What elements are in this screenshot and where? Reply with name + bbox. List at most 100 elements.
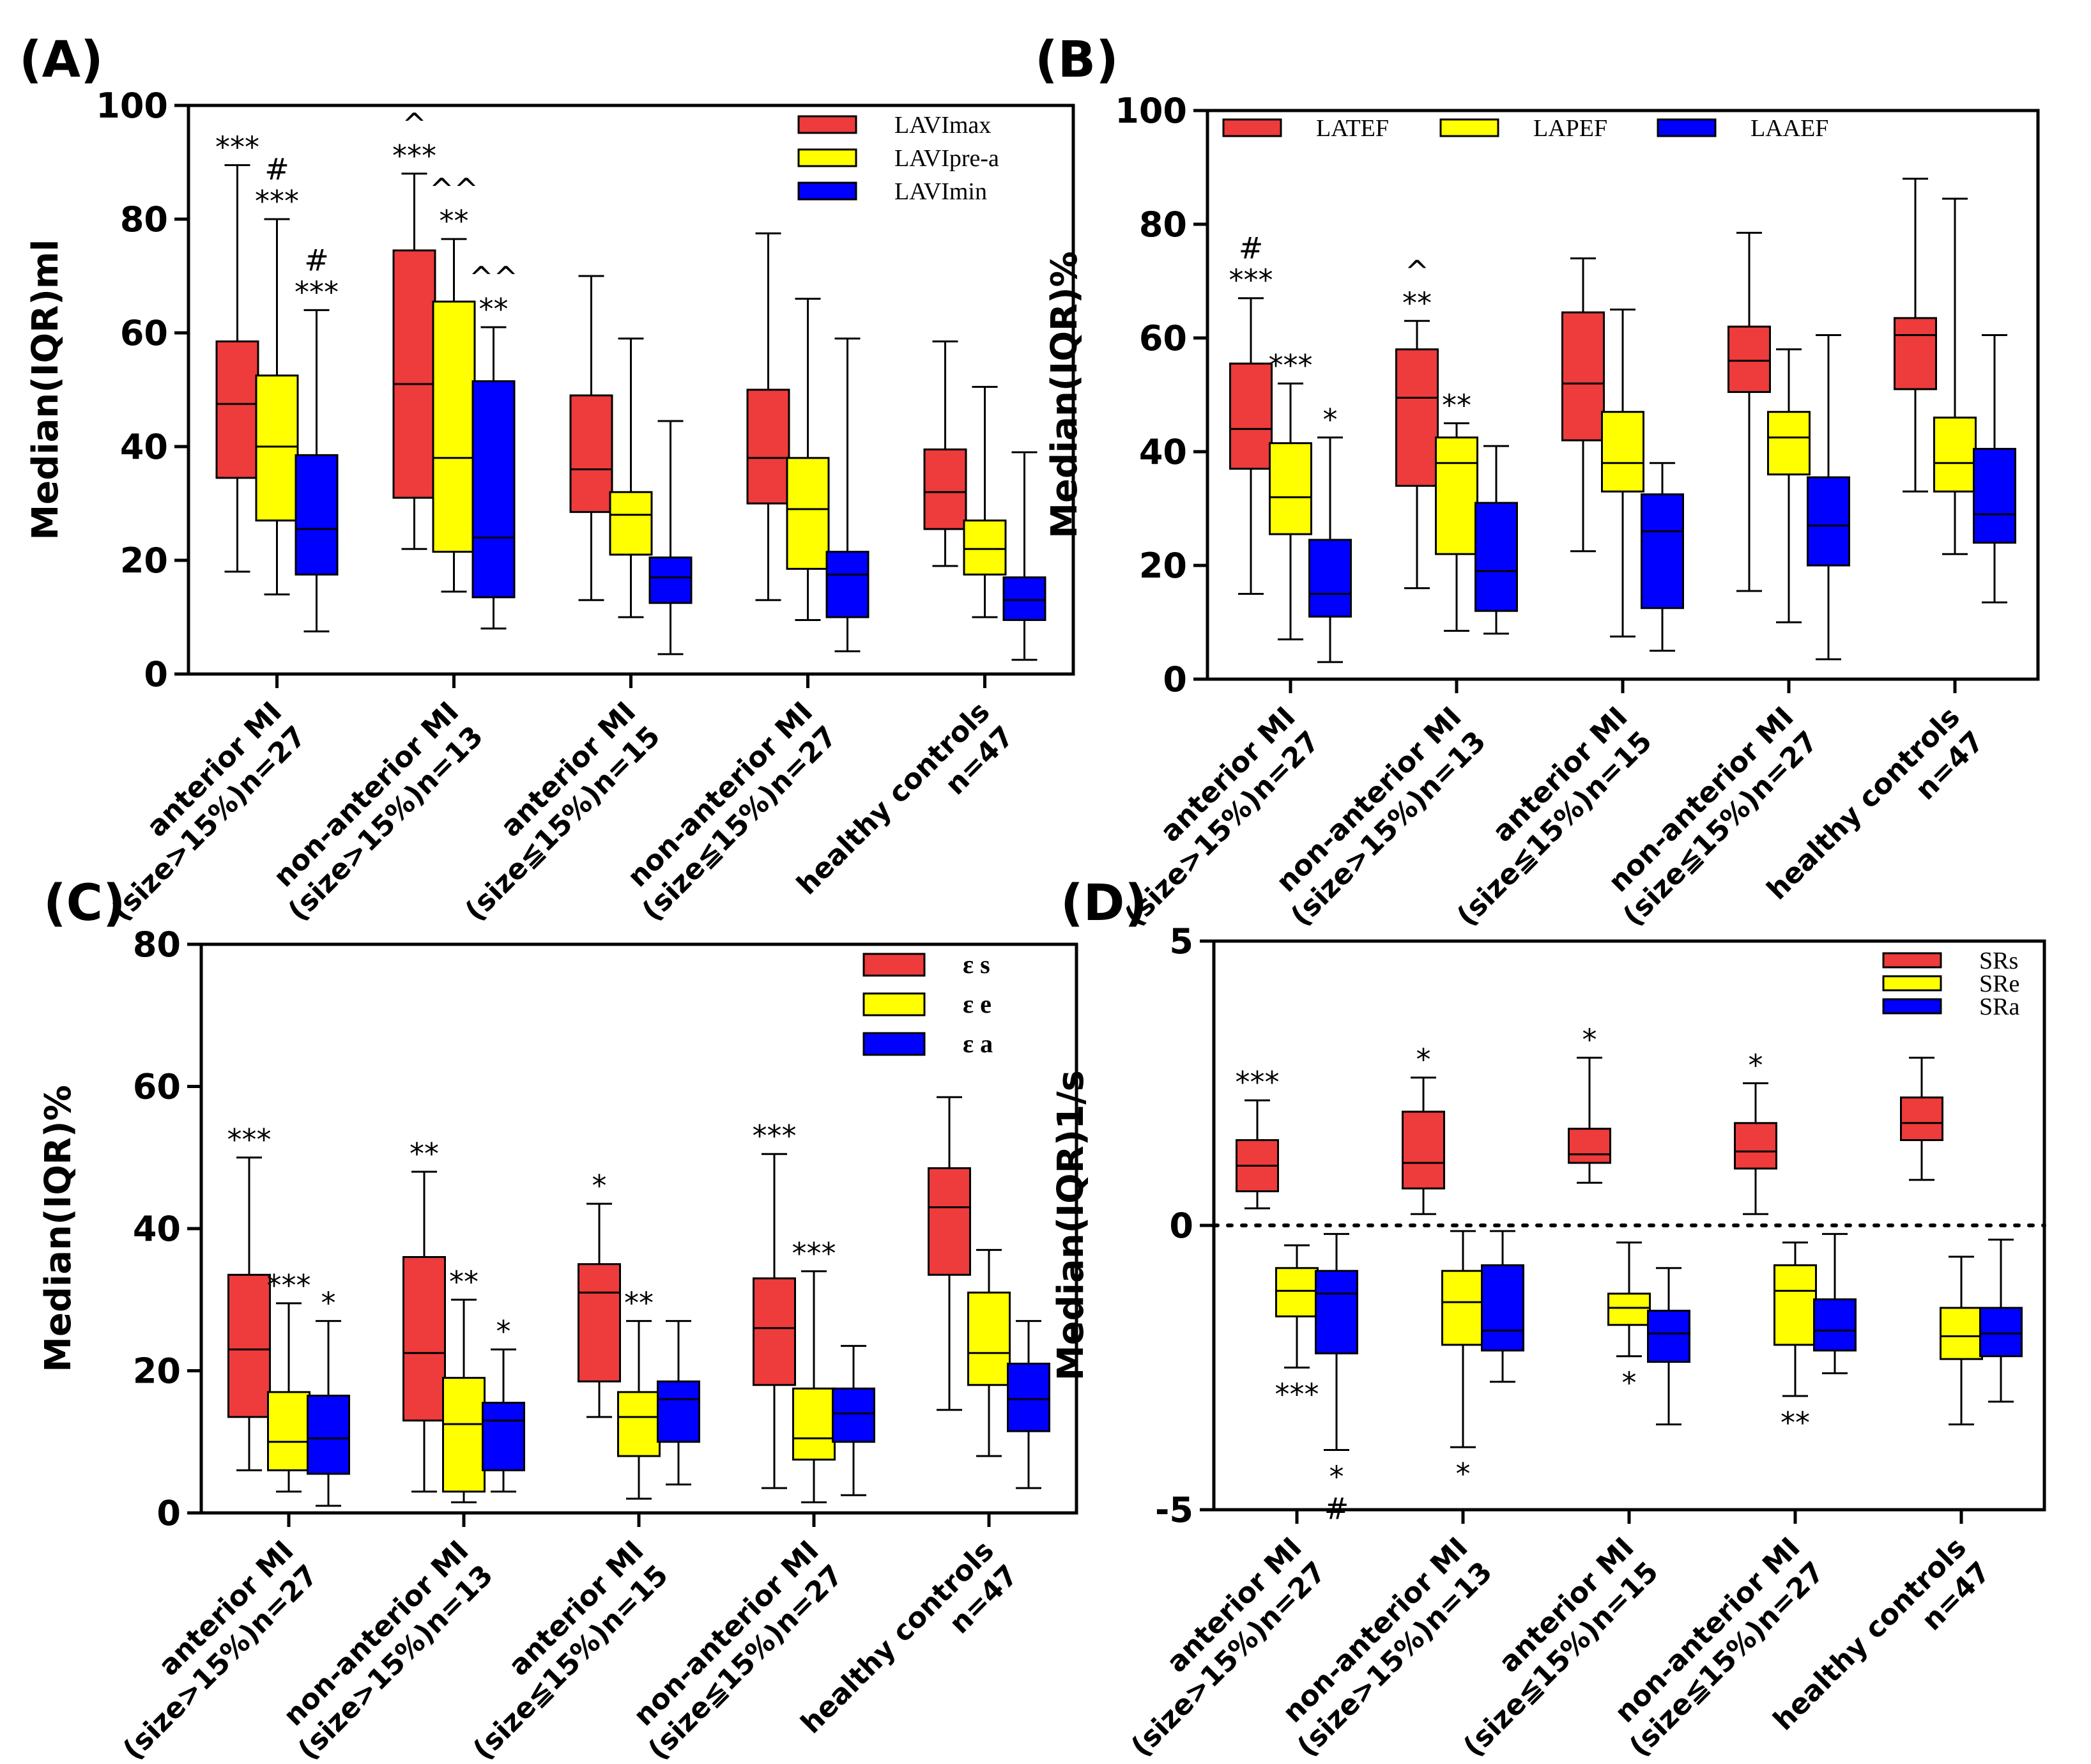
box-LAVImax — [923, 340, 967, 567]
y-tick-label: 40 — [1139, 432, 1187, 472]
significance-marker: ^^ — [469, 260, 518, 295]
box-SRa — [1647, 1267, 1690, 1425]
iqr-box — [471, 380, 516, 599]
significance-marker: ** — [624, 1286, 654, 1321]
iqr-box — [1561, 311, 1605, 441]
significance-marker: *** — [753, 1119, 797, 1153]
box-LATEF — [1395, 319, 1439, 590]
box-LAVImax — [569, 275, 613, 601]
iqr-box — [1727, 325, 1771, 394]
significance-marker: * — [1323, 403, 1338, 437]
y-tick-label: 20 — [133, 1351, 181, 1392]
legend-label: LAAEF — [1750, 115, 1828, 142]
significance-marker: ** — [1781, 1406, 1810, 1440]
box-ε a — [657, 1320, 700, 1485]
iqr-box — [1979, 1307, 2023, 1358]
iqr-box — [963, 519, 1007, 576]
legend-label: ε a — [963, 1029, 993, 1058]
box-LAAEF — [1641, 462, 1684, 652]
legend-swatch — [797, 148, 857, 167]
iqr-box — [657, 1380, 700, 1443]
y-tick-label: -5 — [1155, 1490, 1193, 1530]
iqr-box — [578, 1263, 621, 1383]
significance-marker: ** — [479, 292, 509, 326]
significance-marker: *** — [1229, 263, 1273, 298]
y-tick-label: 0 — [1169, 1206, 1193, 1246]
y-tick-label: 20 — [1139, 546, 1187, 586]
y-axis-title: Median(IQR)1/s — [1050, 1070, 1092, 1381]
y-tick-label: 100 — [1115, 91, 1187, 131]
iqr-box — [832, 1387, 875, 1443]
y-tick-label: 60 — [1139, 318, 1187, 358]
significance-marker: *** — [1269, 348, 1313, 383]
box-SRs — [1402, 1077, 1445, 1215]
iqr-box — [1767, 411, 1811, 476]
box-LAPEF — [1601, 309, 1644, 638]
box-LAVImin — [1002, 451, 1046, 661]
iqr-box — [482, 1402, 525, 1471]
significance-marker: ** — [410, 1137, 439, 1171]
box-SRa — [1813, 1232, 1857, 1374]
box-ε e — [967, 1248, 1011, 1457]
y-axis-title: Median(IQR)ml — [25, 240, 66, 541]
box-LAAEF — [1807, 334, 1850, 661]
iqr-box — [215, 340, 259, 479]
box-SRe — [1441, 1230, 1485, 1448]
legend-label: LAVImin — [894, 178, 987, 205]
box-LAVImax — [746, 232, 790, 601]
box-ε s — [227, 1156, 271, 1471]
significance-marker: * — [1749, 1048, 1763, 1083]
box-LAPEF — [1767, 348, 1811, 624]
y-tick-label: 20 — [120, 541, 168, 581]
box-LAVImin — [648, 420, 693, 656]
iqr-box — [1435, 436, 1478, 555]
iqr-box — [1568, 1128, 1611, 1164]
box-LAAEF — [1308, 436, 1352, 663]
box-LAVIpre-a — [609, 337, 653, 618]
significance-marker: ** — [1442, 388, 1471, 423]
y-tick-label: 60 — [133, 1067, 181, 1107]
box-ε a — [1007, 1320, 1050, 1489]
iqr-box — [295, 454, 339, 576]
box-SRe — [1275, 1244, 1319, 1369]
box-LATEF — [1894, 178, 1937, 493]
iqr-box — [1269, 442, 1312, 535]
x-category-sublabel: (size>15%)n=27 — [105, 720, 312, 928]
y-tick-label: 40 — [120, 427, 168, 467]
significance-marker: ^ — [1405, 254, 1430, 288]
y-tick-label: 80 — [120, 199, 168, 240]
significance-marker: ^^ — [429, 172, 479, 206]
iqr-box — [792, 1387, 836, 1461]
box-LAPEF — [1933, 197, 1977, 555]
box-ε s — [578, 1202, 621, 1418]
significance-marker: # — [264, 152, 289, 187]
iqr-box — [1007, 1362, 1050, 1432]
box-SRe — [1940, 1255, 1983, 1425]
iqr-box — [617, 1391, 661, 1457]
iqr-box — [1308, 539, 1352, 618]
y-tick-label: 0 — [157, 1493, 181, 1533]
iqr-box — [1734, 1122, 1777, 1170]
iqr-box — [746, 388, 790, 505]
legend-label: LAVIpre-a — [894, 145, 999, 172]
iqr-box — [1641, 493, 1684, 610]
iqr-box — [1315, 1269, 1358, 1354]
significance-marker: ^ — [402, 107, 427, 141]
box-LAPEF — [1435, 422, 1478, 632]
box-SRe — [1607, 1241, 1651, 1358]
box-ε s — [753, 1153, 796, 1489]
box-SRa — [1979, 1238, 2023, 1403]
significance-marker: ** — [449, 1264, 479, 1299]
y-tick-label: 5 — [1169, 921, 1193, 962]
iqr-box — [1441, 1269, 1485, 1346]
iqr-box — [1002, 576, 1046, 621]
iqr-box — [402, 1256, 446, 1422]
box-ε a — [482, 1348, 525, 1493]
box-LAVImin — [825, 337, 869, 652]
iqr-box — [1275, 1267, 1319, 1317]
significance-marker: * — [1582, 1022, 1597, 1057]
iqr-box — [825, 551, 869, 618]
